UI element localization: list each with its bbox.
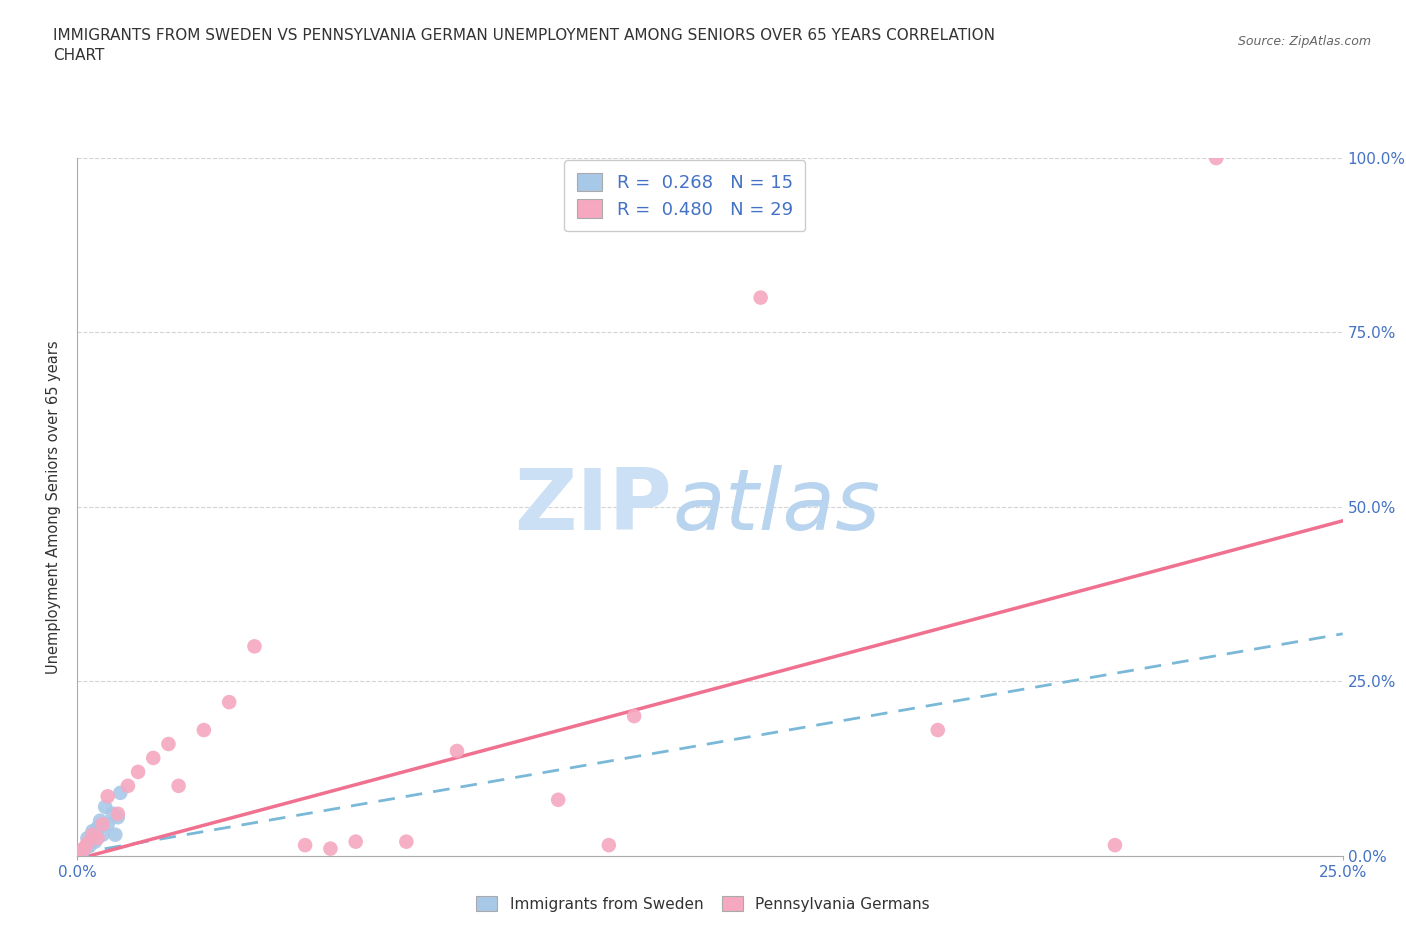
Point [76,830,98,845]
Point [110,785,132,800]
Point [1104,838,1126,853]
Point [79,838,101,853]
Point [82,824,104,839]
Point [76,836,98,850]
Point [69,846,91,861]
Legend: R =  0.268   N = 15, R =  0.480   N = 29: R = 0.268 N = 15, R = 0.480 N = 29 [564,160,806,232]
Text: atlas: atlas [672,465,880,549]
Point [127,764,149,779]
Point [623,709,645,724]
Point [107,806,129,821]
Point [294,838,316,853]
Point [91,817,114,831]
Text: CHART: CHART [53,48,105,63]
Point [104,828,127,843]
Point [101,806,124,821]
Point [319,842,342,856]
Point [86,820,108,835]
Point [89,813,111,829]
Point [1205,151,1227,166]
Point [73,840,96,855]
Point [749,290,772,305]
Point [97,789,120,804]
Point [72,844,94,859]
Point [94,800,117,815]
Point [446,744,468,759]
Y-axis label: Unemployment Among Seniors over 65 years: Unemployment Among Seniors over 65 years [46,340,62,673]
Text: Source: ZipAtlas.com: Source: ZipAtlas.com [1237,35,1371,48]
Point [193,723,215,737]
Point [86,830,108,845]
Point [91,828,114,843]
Point [218,695,240,710]
Text: IMMIGRANTS FROM SWEDEN VS PENNSYLVANIA GERMAN UNEMPLOYMENT AMONG SENIORS OVER 65: IMMIGRANTS FROM SWEDEN VS PENNSYLVANIA G… [53,28,995,43]
Point [927,723,949,737]
Text: ZIP: ZIP [515,465,672,549]
Point [73,842,96,856]
Point [167,778,190,793]
Point [84,834,107,849]
Legend: Immigrants from Sweden, Pennsylvania Germans: Immigrants from Sweden, Pennsylvania Ger… [470,890,936,918]
Point [97,817,120,831]
Point [157,737,180,751]
Point [344,834,367,849]
Point [72,843,94,857]
Point [117,778,139,793]
Point [395,834,418,849]
Point [107,810,129,825]
Point [142,751,165,765]
Point [243,639,266,654]
Point [547,792,569,807]
Point [598,838,620,853]
Point [82,828,104,843]
